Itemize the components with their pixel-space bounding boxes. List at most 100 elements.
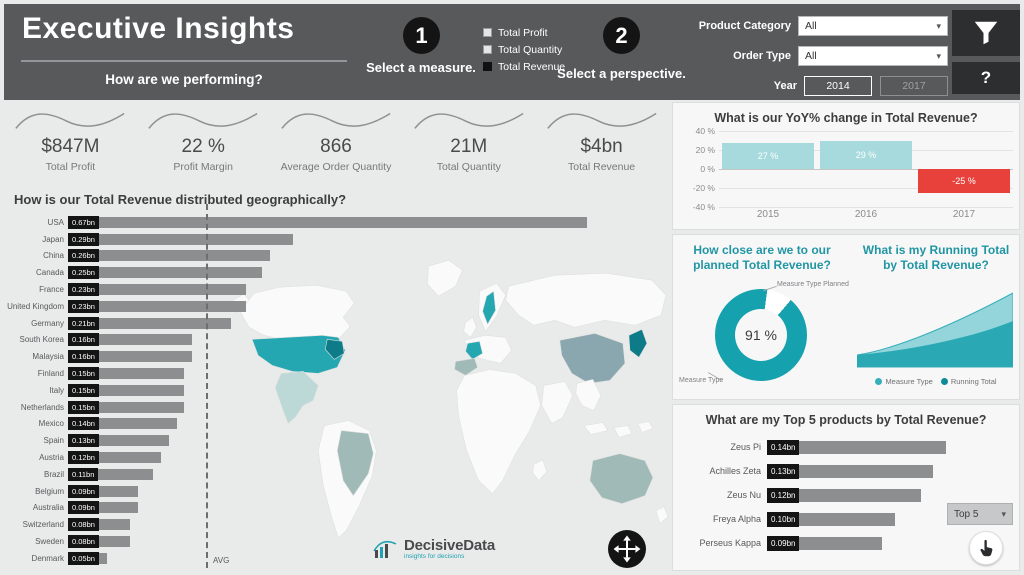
map-africa (456, 369, 542, 495)
bar[interactable]: 0.16bn (68, 350, 192, 364)
bar-category-label: Australia (32, 503, 64, 513)
bar-row[interactable]: Switzerland 0.08bn (6, 516, 666, 533)
bar-row[interactable]: Italy 0.15bn (6, 382, 666, 399)
year-end-input[interactable] (880, 76, 948, 96)
filter-funnel-button[interactable] (952, 10, 1020, 56)
bar-row[interactable]: Zeus Nu 0.12bn (681, 483, 946, 507)
bar-row[interactable]: United Kingdom 0.23bn (6, 298, 666, 315)
x-axis-label: 2017 (952, 209, 976, 220)
bar[interactable]: 0.09bn (68, 484, 138, 498)
bar-row[interactable]: Japan 0.29bn (6, 231, 666, 248)
bar-category-label: USA (47, 217, 64, 227)
running-total-area-chart[interactable] (857, 289, 1013, 369)
bar[interactable]: 0.12bn (68, 451, 161, 465)
running-total-legend: Measure Type Running Total (851, 377, 1021, 386)
bar-category-label: Perseus Kappa (699, 538, 761, 548)
planned-donut-chart[interactable]: 91 % (715, 289, 807, 381)
bar[interactable]: 0.11bn (68, 467, 153, 481)
bar-row[interactable]: Canada 0.25bn (6, 264, 666, 281)
bar-row[interactable]: USA 0.67bn (6, 214, 666, 231)
product-category-dropdown[interactable]: All ▾ (798, 16, 948, 36)
yoy-bar[interactable]: -25 % (918, 169, 1010, 193)
measure-option[interactable]: Total Quantity (483, 41, 565, 58)
bar-row[interactable]: Mexico 0.14bn (6, 416, 666, 433)
product-category-label: Product Category (698, 20, 791, 32)
year-start-input[interactable] (804, 76, 872, 96)
bar[interactable]: 0.26bn (68, 249, 270, 263)
checkbox-icon[interactable] (483, 62, 492, 71)
map-mexico (274, 371, 319, 425)
order-type-dropdown[interactable]: All ▾ (798, 46, 948, 66)
bar[interactable]: 0.10bn (767, 511, 895, 527)
measure-option[interactable]: Total Profit (483, 24, 565, 41)
bar-row[interactable]: Germany 0.21bn (6, 315, 666, 332)
map-indonesia (583, 422, 609, 435)
bar[interactable]: 0.15bn (68, 383, 184, 397)
kpi-sparkline-icon (281, 112, 391, 129)
bar[interactable]: 0.67bn (68, 215, 587, 229)
bar-row[interactable]: France 0.23bn (6, 281, 666, 298)
bar[interactable]: 0.09bn (68, 501, 138, 515)
bar-row[interactable]: Achilles Zeta 0.13bn (681, 459, 946, 483)
bar-row[interactable]: Finland 0.15bn (6, 365, 666, 382)
bar[interactable]: 0.14bn (68, 417, 177, 431)
hand-pointer-icon (979, 539, 992, 556)
bar-value-label: 0.10bn (767, 511, 800, 527)
bar[interactable]: 0.05bn (68, 551, 107, 565)
bar-row[interactable]: Netherlands 0.15bn (6, 399, 666, 416)
help-button[interactable]: ? (952, 62, 1020, 94)
yoy-bar[interactable]: 27 % (722, 143, 814, 169)
map-usa-east (324, 339, 345, 360)
bar-row[interactable]: Australia 0.09bn (6, 500, 666, 517)
bar-row[interactable]: Perseus Kappa 0.09bn (681, 531, 946, 555)
legend-item[interactable]: Running Total (940, 377, 997, 386)
x-axis-label: 2015 (756, 209, 780, 220)
bar-value-label: 0.13bn (68, 434, 99, 448)
bar[interactable]: 0.29bn (68, 232, 293, 246)
title-divider (21, 60, 347, 62)
map-uk (463, 316, 477, 338)
bar-row[interactable]: Spain 0.13bn (6, 432, 666, 449)
bar[interactable]: 0.25bn (68, 266, 262, 280)
measure-option-label: Total Quantity (498, 43, 563, 56)
bar[interactable]: 0.21bn (68, 316, 231, 330)
drill-hand-button[interactable] (969, 531, 1003, 565)
bar[interactable]: 0.13bn (68, 434, 169, 448)
checkbox-icon[interactable] (483, 28, 492, 37)
checkbox-icon[interactable] (483, 45, 492, 54)
bar-category-label: Zeus Nu (726, 490, 761, 500)
measure-option[interactable]: Total Revenue (483, 58, 565, 75)
yoy-bar[interactable]: 29 % (820, 141, 912, 169)
bar-row[interactable]: Brazil 0.11bn (6, 466, 666, 483)
top-n-dropdown[interactable]: Top 5 ▾ (947, 503, 1013, 525)
bar[interactable]: 0.14bn (767, 439, 946, 455)
bar[interactable]: 0.23bn (68, 283, 246, 297)
bar-category-label: France (39, 285, 64, 295)
bar[interactable]: 0.13bn (767, 463, 933, 479)
bar-row[interactable]: Zeus Pi 0.14bn (681, 435, 946, 459)
yoy-panel-title: What is our YoY% change in Total Revenue… (714, 111, 978, 125)
bar-row[interactable]: Malaysia 0.16bn (6, 348, 666, 365)
header: Executive Insights How are we performing… (4, 4, 1020, 100)
bar[interactable]: 0.15bn (68, 367, 184, 381)
chevron-down-icon: ▾ (1001, 508, 1006, 519)
bar-row[interactable]: Austria 0.12bn (6, 449, 666, 466)
bar-row[interactable]: Sweden 0.08bn (6, 533, 666, 550)
y-axis-tick-label: 0 % (700, 164, 715, 174)
bar-row[interactable]: China 0.26bn (6, 248, 666, 265)
bar-row[interactable]: South Korea 0.16bn (6, 332, 666, 349)
pan-button[interactable] (608, 530, 646, 568)
legend-dot-icon (875, 378, 883, 385)
bar-row[interactable]: Belgium 0.09bn (6, 483, 666, 500)
bar[interactable]: 0.23bn (68, 299, 246, 313)
bar[interactable]: 0.12bn (767, 487, 921, 503)
bar[interactable]: 0.16bn (68, 333, 192, 347)
bar[interactable]: 0.08bn (68, 535, 130, 549)
bar[interactable]: 0.09bn (767, 535, 882, 551)
bar[interactable]: 0.15bn (68, 400, 184, 414)
bar-row[interactable]: Denmark 0.05bn (6, 550, 666, 567)
legend-item[interactable]: Measure Type (875, 377, 933, 386)
bar[interactable]: 0.08bn (68, 518, 130, 532)
bar-row[interactable]: Freya Alpha 0.10bn (681, 507, 946, 531)
